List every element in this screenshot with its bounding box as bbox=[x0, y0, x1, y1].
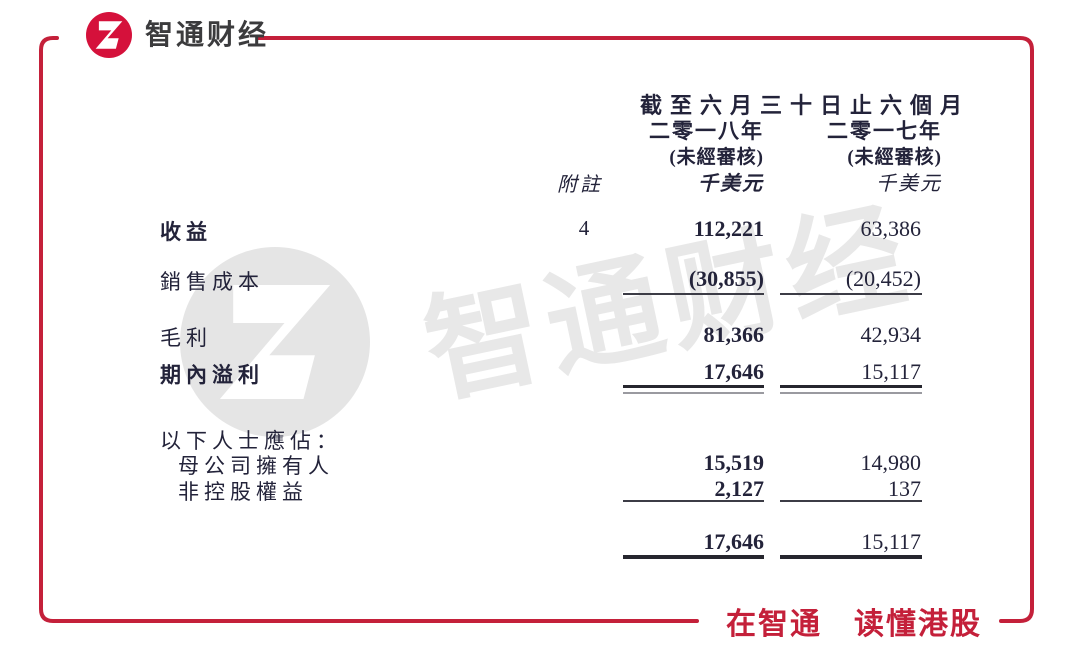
value-2017: 42,934 bbox=[860, 322, 922, 347]
value-2018: 15,519 bbox=[703, 450, 765, 475]
double-rule-2017 bbox=[780, 385, 922, 394]
unit-2018-header: 千美元 bbox=[698, 173, 764, 195]
year-2018-header: 二零一八年 bbox=[649, 119, 764, 143]
value-2017: 15,117 bbox=[861, 529, 921, 554]
audit-status-2018: (未經審核) bbox=[669, 147, 764, 168]
row-cost-of-sales: 銷售成本 (30,855) (20,452) bbox=[0, 266, 1080, 294]
zhitong-z-icon bbox=[86, 12, 132, 58]
row-label: 收益 bbox=[160, 220, 212, 244]
row-label: 非控股權益 bbox=[178, 480, 308, 504]
value-2018: (30,855) bbox=[688, 266, 764, 291]
subtotal-rule-2017 bbox=[780, 293, 922, 295]
brand-name: 智通财经 bbox=[145, 19, 270, 50]
row-revenue: 收益 4 112,221 63,386 bbox=[0, 216, 1080, 244]
value-2017: (20,452) bbox=[845, 266, 921, 291]
unit-2017-header: 千美元 bbox=[876, 173, 942, 195]
row-label: 銷售成本 bbox=[160, 270, 264, 294]
value-2018: 17,646 bbox=[703, 359, 765, 384]
double-rule-2018 bbox=[623, 385, 764, 394]
value-2017: 15,117 bbox=[861, 359, 921, 384]
value-2017: 14,980 bbox=[860, 450, 922, 475]
row-profit-for-period: 期內溢利 17,646 15,117 bbox=[0, 359, 1080, 387]
subtotal-rule-2017 bbox=[780, 500, 922, 502]
row-total: 17,646 15,117 bbox=[0, 529, 1080, 555]
row-label: 毛利 bbox=[160, 326, 212, 350]
brand-logo: 智通财经 bbox=[86, 12, 269, 58]
value-2017: 137 bbox=[888, 476, 921, 501]
subtotal-rule-2018 bbox=[623, 500, 764, 502]
row-attributable-to: 以下人士應佔： bbox=[0, 425, 1080, 453]
total-rule-2018 bbox=[623, 555, 764, 559]
audit-status-2017: (未經審核) bbox=[847, 147, 942, 168]
value-2018: 81,366 bbox=[703, 322, 765, 347]
total-rule-2017 bbox=[780, 555, 922, 559]
year-2017-header: 二零一七年 bbox=[827, 119, 942, 143]
value-2018: 17,646 bbox=[703, 529, 765, 554]
row-owners-of-parent: 母公司擁有人 15,519 14,980 bbox=[0, 450, 1080, 478]
row-label: 期內溢利 bbox=[160, 363, 264, 387]
brand-slogan: 在智通 读懂港股 bbox=[726, 608, 982, 641]
value-2018: 2,127 bbox=[714, 476, 765, 501]
row-gross-profit: 毛利 81,366 42,934 bbox=[0, 322, 1080, 350]
value-2018: 112,221 bbox=[693, 216, 764, 241]
value-2017: 63,386 bbox=[860, 216, 922, 241]
row-non-controlling-interests: 非控股權益 2,127 137 bbox=[0, 476, 1080, 504]
subtotal-rule-2018 bbox=[623, 293, 764, 295]
